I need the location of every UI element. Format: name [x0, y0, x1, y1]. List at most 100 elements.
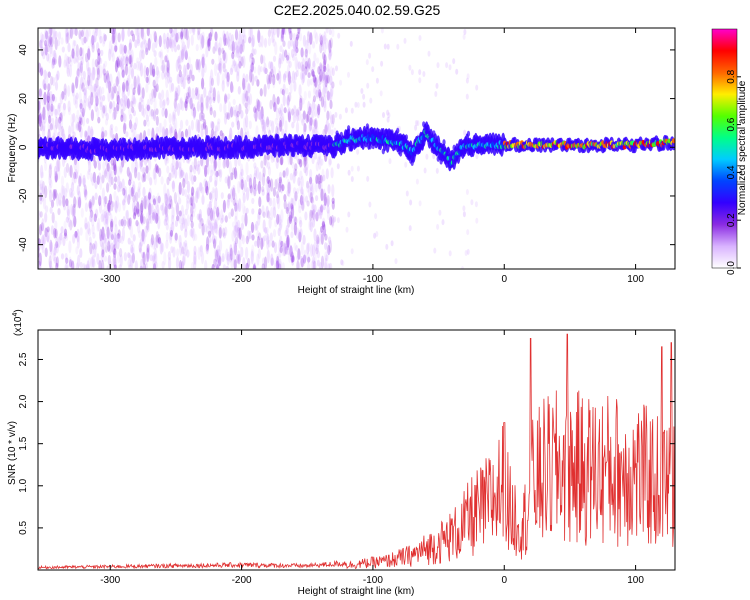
heatmap-cell — [78, 66, 82, 73]
heatmap-cell — [120, 98, 124, 107]
heatmap-cell — [301, 64, 305, 72]
heatmap-cell — [201, 31, 205, 44]
heatmap-cell — [242, 183, 246, 196]
heatmap-cell — [113, 164, 117, 176]
heatmap-cell — [307, 256, 311, 263]
heatmap-cell — [295, 34, 300, 41]
heatmap-cell — [302, 71, 306, 84]
heatmap-cell — [192, 195, 196, 209]
heatmap-cell — [130, 97, 135, 109]
heatmap-cell — [206, 225, 210, 235]
heatmap-cell — [53, 58, 57, 65]
heatmap-cell — [38, 100, 41, 114]
heatmap-cell — [156, 165, 160, 174]
heatmap-cell — [248, 93, 253, 105]
heatmap-cell — [251, 48, 255, 57]
heatmap-cell — [110, 200, 114, 212]
heatmap-cell — [57, 31, 62, 40]
heatmap-cell — [290, 197, 294, 211]
heatmap-cell — [238, 253, 242, 262]
heatmap-cell — [79, 83, 83, 91]
heatmap-cell — [171, 165, 175, 179]
heatmap-cell — [55, 116, 59, 130]
heatmap-cell — [267, 74, 271, 85]
heatmap-cell — [169, 226, 173, 241]
heatmap-cell — [267, 29, 271, 38]
heatmap-cell — [94, 180, 98, 190]
heatmap-cell — [236, 110, 240, 118]
heatmap-cell — [137, 82, 141, 95]
heatmap-cell — [201, 77, 205, 90]
heatmap-cell — [145, 165, 149, 174]
heatmap-cell — [39, 120, 43, 132]
heatmap-cell — [203, 63, 207, 74]
heatmap-cell — [161, 242, 165, 253]
heatmap-cell — [251, 57, 255, 65]
heatmap-cell — [132, 194, 136, 203]
heatmap-cell — [118, 219, 122, 227]
heatmap-cell — [143, 172, 147, 183]
heatmap-cell — [59, 112, 63, 121]
heatmap-cell — [130, 83, 134, 90]
heatmap-cell — [284, 245, 288, 254]
heatmap-cell — [201, 123, 205, 131]
heatmap-cell — [98, 195, 102, 207]
heatmap-cell — [205, 36, 209, 48]
heatmap-cell — [193, 203, 197, 213]
y-axis: 0.5 1.0 1.5 2.0 2.5 — [18, 352, 675, 535]
heatmap-cell — [145, 225, 149, 234]
heatmap-cell — [248, 177, 252, 189]
heatmap-cell — [169, 76, 173, 83]
heatmap-cell — [294, 45, 298, 57]
heatmap-cell — [120, 218, 124, 227]
heatmap-cell — [89, 209, 93, 223]
heatmap-cell — [130, 240, 134, 247]
heatmap-cell — [322, 228, 327, 236]
heatmap-cell — [131, 161, 135, 173]
heatmap-cell — [222, 199, 226, 213]
heatmap-cell — [262, 211, 266, 219]
heatmap-cell — [269, 28, 273, 34]
heatmap-cell — [128, 38, 133, 50]
heatmap-cell — [215, 170, 219, 178]
heatmap-cell — [235, 113, 239, 126]
heatmap-cell — [108, 40, 112, 55]
heatmap-cell — [97, 116, 101, 124]
heatmap-cell — [181, 246, 185, 255]
heatmap-cell — [314, 77, 318, 88]
heatmap-cell — [113, 162, 117, 176]
heatmap-cell — [269, 232, 273, 242]
heatmap-cell — [39, 32, 44, 44]
heatmap-cell — [113, 248, 117, 256]
heatmap-cell — [132, 234, 136, 242]
heatmap-cell — [190, 207, 194, 215]
heatmap-cell — [104, 237, 108, 247]
heatmap-cell — [173, 33, 177, 47]
heatmap-cell — [218, 226, 222, 239]
heatmap-cell — [300, 257, 304, 268]
heatmap-cell — [308, 103, 312, 113]
heatmap-cell — [298, 216, 302, 225]
heatmap-cell — [136, 28, 140, 37]
heatmap-cell — [94, 192, 98, 201]
heatmap-cell — [199, 41, 203, 51]
heatmap-cell — [152, 71, 156, 78]
heatmap-cell — [304, 154, 308, 167]
heatmap-cell — [307, 72, 311, 79]
heatmap-cell — [192, 107, 196, 119]
heatmap-cell — [281, 184, 285, 192]
heatmap-cell — [248, 36, 252, 44]
heatmap-cell — [90, 84, 94, 98]
heatmap-cell — [98, 200, 103, 214]
heatmap-cell — [142, 107, 146, 118]
heatmap-cell — [117, 71, 121, 85]
heatmap-cell — [241, 92, 245, 105]
colorbar-label: Normalized spectral amplitude — [737, 80, 748, 215]
heatmap-cell — [47, 53, 52, 64]
heatmap-cell — [57, 104, 61, 116]
heatmap-cell — [152, 68, 156, 78]
heatmap-cell — [76, 184, 80, 196]
heatmap-cell — [69, 28, 73, 40]
heatmap-cell — [222, 30, 226, 42]
heatmap-cell — [261, 204, 265, 217]
